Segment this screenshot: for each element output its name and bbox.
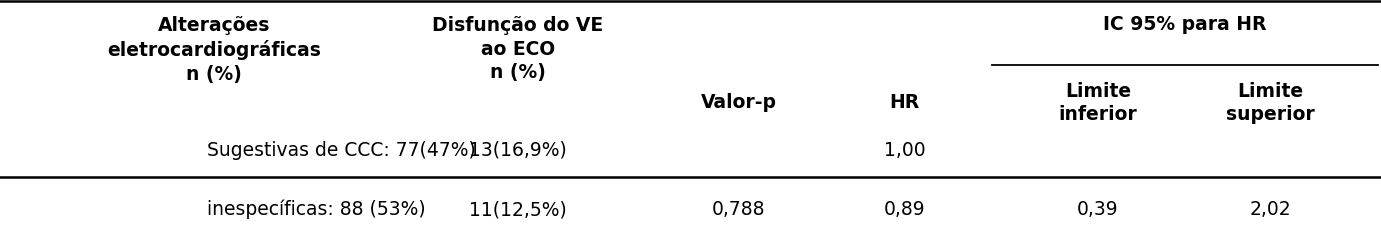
Text: HR: HR <box>889 93 920 112</box>
Text: 0,89: 0,89 <box>884 200 925 219</box>
Text: inespecíficas: 88 (53%): inespecíficas: 88 (53%) <box>207 200 425 219</box>
Text: IC 95% para HR: IC 95% para HR <box>1103 15 1266 34</box>
Text: 0,788: 0,788 <box>713 200 765 219</box>
Text: Sugestivas de CCC: 77(47%): Sugestivas de CCC: 77(47%) <box>207 141 476 160</box>
Text: Disfunção do VE
ao ECO
n (%): Disfunção do VE ao ECO n (%) <box>432 16 603 82</box>
Text: 0,39: 0,39 <box>1077 200 1119 219</box>
Text: 2,02: 2,02 <box>1250 200 1291 219</box>
Text: Alterações
eletrocardiográficas
n (%): Alterações eletrocardiográficas n (%) <box>108 16 320 84</box>
Text: 11(12,5%): 11(12,5%) <box>470 200 566 219</box>
Text: Limite
inferior: Limite inferior <box>1058 82 1138 124</box>
Text: Limite
superior: Limite superior <box>1226 82 1315 124</box>
Text: 1,00: 1,00 <box>884 141 925 160</box>
Text: 13(16,9%): 13(16,9%) <box>470 141 566 160</box>
Text: Valor-p: Valor-p <box>700 93 778 112</box>
